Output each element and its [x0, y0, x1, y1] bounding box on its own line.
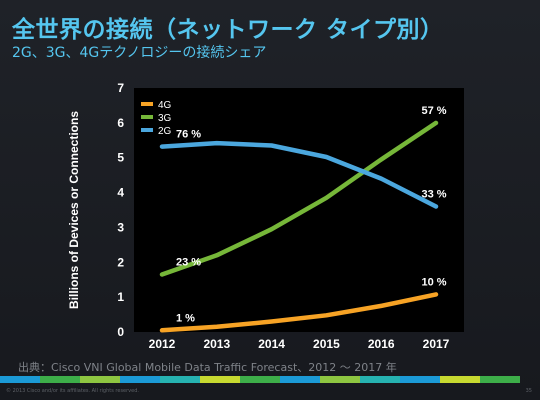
- stripe-segment: [320, 376, 360, 383]
- stripe-segment: [120, 376, 160, 383]
- stripe-segment: [240, 376, 280, 383]
- y-tick-label: 4: [117, 186, 124, 200]
- stripe-segment: [280, 376, 320, 383]
- stripe-segment: [400, 376, 440, 383]
- y-tick-label: 5: [117, 151, 124, 165]
- x-tick-label: 2017: [423, 337, 450, 351]
- x-tick-label: 2016: [368, 337, 395, 351]
- stripe-segment: [360, 376, 400, 383]
- series-line-4g: [159, 292, 439, 333]
- stripe-segment: [80, 376, 120, 383]
- y-tick-label: 2: [117, 255, 124, 269]
- data-label: 76 %: [176, 129, 201, 141]
- x-tick-label: 2014: [258, 337, 285, 351]
- decorative-stripe: [0, 376, 520, 383]
- data-label: 10 %: [421, 276, 446, 288]
- data-label: 33 %: [421, 189, 446, 201]
- y-tick-label: 0: [117, 325, 124, 339]
- series-line-2g: [159, 140, 439, 209]
- y-tick-label: 7: [117, 81, 124, 95]
- y-tick-label: 6: [117, 116, 124, 130]
- stripe-segment: [160, 376, 200, 383]
- legend-label: 2G: [158, 126, 172, 137]
- x-tick-label: 2015: [313, 337, 340, 351]
- y-tick-label: 3: [117, 220, 124, 234]
- x-tick-label: 2013: [203, 337, 230, 351]
- stripe-segment: [200, 376, 240, 383]
- page-number: 35: [525, 388, 532, 394]
- source-note: 出典：Cisco VNI Global Mobile Data Traffic …: [18, 361, 397, 374]
- legend-label: 4G: [158, 100, 172, 111]
- stripe-segment: [480, 376, 520, 383]
- series-line-3g: [159, 120, 439, 277]
- y-axis-label: Billions of Devices or Connections: [67, 111, 81, 309]
- data-label: 23 %: [176, 256, 201, 268]
- legend-label: 3G: [158, 113, 172, 124]
- y-tick-label: 1: [117, 290, 124, 304]
- x-tick-label: 2012: [149, 337, 176, 351]
- stripe-segment: [40, 376, 80, 383]
- copyright-text: © 2013 Cisco and/or its affiliates. All …: [6, 388, 139, 394]
- stripe-segment: [440, 376, 480, 383]
- slide-title: 全世界の接続（ネットワーク タイプ別）: [12, 17, 444, 43]
- plot-area: [134, 88, 464, 332]
- slide-subtitle: 2G、3G、4Gテクノロジーの接続シェア: [12, 45, 267, 61]
- data-label: 1 %: [176, 312, 195, 324]
- data-label: 57 %: [421, 105, 446, 117]
- stripe-segment: [0, 376, 40, 383]
